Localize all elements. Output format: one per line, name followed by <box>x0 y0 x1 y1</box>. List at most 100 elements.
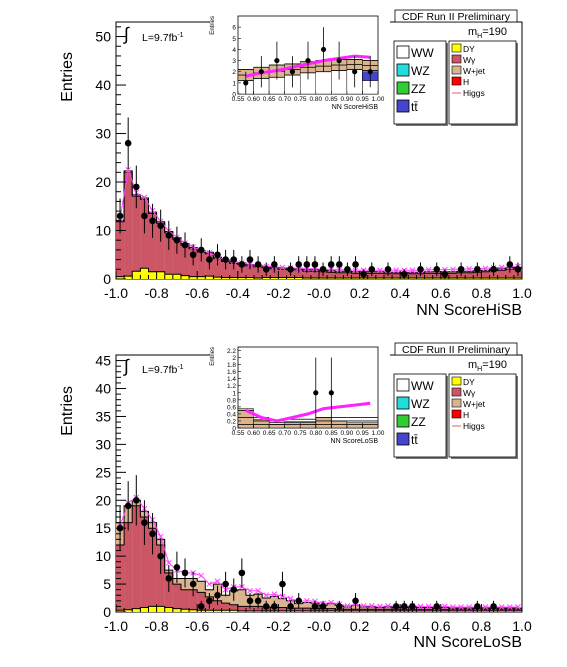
bar-dy-5 <box>156 606 165 612</box>
data-point-23 <box>311 603 319 610</box>
higgs-marker-6 <box>165 559 172 566</box>
data-point-9 <box>189 251 197 259</box>
bar-dy-15 <box>237 610 246 612</box>
bar-w-5 <box>156 544 165 612</box>
bar-w-20 <box>278 607 287 612</box>
bar-dy-29 <box>351 610 360 612</box>
inset-y-tick-label-1: 1 <box>232 80 236 87</box>
data-point-18 <box>262 603 270 610</box>
inset-plot: 0.55 0.60 0.65 0.70 0.75 0.80 0.85 0.90 0.95 1.00… <box>210 10 390 112</box>
bar-w-2 <box>132 505 141 612</box>
bar-dy-16 <box>245 610 255 612</box>
inset-bar-2 <box>268 424 285 429</box>
x-tick-label-3: -0.4 <box>226 285 250 301</box>
bar-dy-42 <box>457 610 466 612</box>
inset-bar-low-2 <box>268 77 285 95</box>
bar-dy-15 <box>237 277 246 279</box>
bar-dy-30 <box>359 610 368 612</box>
chart-title: CDF Run II Preliminary <box>402 344 511 356</box>
y-tick-label-3: 15 <box>95 520 111 536</box>
x-tick-label-10: 1.0 <box>512 285 532 301</box>
higgs-marker-31 <box>368 603 375 609</box>
higgs-marker-40 <box>442 603 448 610</box>
legend-label-r1: Wγ <box>463 55 476 65</box>
x-tick-label-9: 0.8 <box>472 618 492 634</box>
y-tick-label-4: 40 <box>95 77 111 93</box>
bar-dy-21 <box>286 277 295 279</box>
inset-y-tick-label-10: 2 <box>232 355 236 362</box>
data-point-5 <box>157 552 164 560</box>
inset-x-tick-label-4: 0.75 <box>294 430 307 437</box>
inset-y-tick-label-7: 1.4 <box>227 376 236 383</box>
y-tick-label-2: 20 <box>95 174 111 190</box>
inset-x-tick-label-0: 0.55 <box>232 430 245 437</box>
bar-dy-38 <box>424 610 433 612</box>
mass-label-sub: H <box>477 366 482 373</box>
bar-dy-40 <box>440 610 449 612</box>
bar-w-22 <box>294 269 303 279</box>
bar-dy-39 <box>432 278 441 279</box>
bar-dy-7 <box>172 274 181 279</box>
x-tick-label-1: -0.8 <box>145 285 169 301</box>
bar-dy-20 <box>278 610 287 612</box>
bar-w-16 <box>245 265 255 279</box>
higgs-marker-47 <box>498 604 505 610</box>
bar-w-13 <box>221 261 230 279</box>
data-point-33 <box>417 266 424 273</box>
higgs-marker-3 <box>141 194 148 201</box>
higgs-marker-11 <box>206 581 213 587</box>
bar-w-26 <box>327 608 336 612</box>
inset-y-tick-label-6: 1.2 <box>227 383 236 390</box>
x-tick-label-5: -0.0 <box>307 285 331 301</box>
legend-label-r4: Higgs <box>463 88 485 98</box>
inset-data-point-2 <box>274 57 280 64</box>
legend-swatch-r2 <box>451 398 462 408</box>
inset-y-tick-label-5: 5 <box>232 36 236 43</box>
y-axis-label: Entries <box>59 386 76 436</box>
data-point-6 <box>165 232 173 239</box>
x-tick-label-2: -0.6 <box>185 618 209 634</box>
bar-w-5 <box>156 223 165 279</box>
mass-label-value: =190 <box>482 26 507 38</box>
legend-label-3: tt̄ <box>411 100 418 114</box>
data-point-14 <box>230 586 238 593</box>
luminosity-label: L=9.7fb-1 <box>142 364 184 376</box>
bar-dy-12 <box>213 277 222 279</box>
bar-w-14 <box>229 604 238 612</box>
bar-w-1 <box>124 522 133 612</box>
data-point-14 <box>230 256 238 263</box>
higgs-marker-32 <box>377 603 383 610</box>
bar-dy-14 <box>229 277 238 279</box>
inset-data-point-0 <box>243 80 249 86</box>
title-box <box>394 342 518 356</box>
data-point-19 <box>271 261 278 268</box>
stack-outline-dy <box>116 267 522 279</box>
bar-dy-37 <box>416 278 425 279</box>
inset-x-tick-label-1: 0.60 <box>247 430 260 437</box>
data-point-16 <box>246 597 254 605</box>
data-point-15 <box>238 569 246 577</box>
bar-wjet-14 <box>229 590 238 612</box>
bar-dy-41 <box>448 278 458 279</box>
higgs-marker-20 <box>279 264 286 271</box>
bar-dy-31 <box>367 278 376 279</box>
inset-x-tick-label-7: 0.90 <box>341 96 354 103</box>
inset-plot: 0.55 0.60 0.65 0.70 0.75 0.80 0.85 0.90 0.95 1.00… <box>210 341 390 446</box>
inset-x-tick-label-5: 0.80 <box>309 96 322 103</box>
data-point-24 <box>319 266 327 273</box>
legend-swatch-wz <box>396 63 410 77</box>
inset-y-tick-label-2: 0.4 <box>227 411 236 418</box>
data-point-4 <box>149 530 156 538</box>
bar-dy-28 <box>343 278 352 279</box>
higgs-marker-36 <box>409 267 416 274</box>
bar-w-8 <box>180 245 190 279</box>
data-point-32 <box>400 270 408 278</box>
bar-dy-4 <box>148 271 157 279</box>
legend-label-r0: DY <box>463 44 475 54</box>
legend-label-r3: H <box>463 410 469 420</box>
inset-data-point-0 <box>313 390 319 396</box>
bar-dy-42 <box>457 278 466 279</box>
bar-dy-8 <box>180 275 190 279</box>
integral-symbol: ∫ <box>122 24 130 44</box>
data-point-32 <box>490 603 497 610</box>
